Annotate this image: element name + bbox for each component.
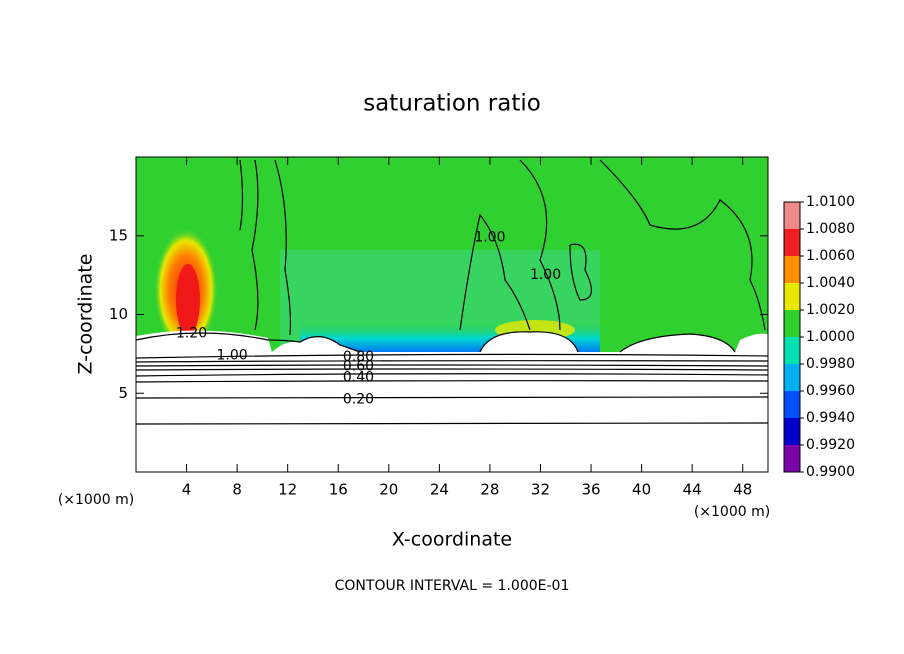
contour-label: 1.00: [474, 229, 505, 245]
x-axis-title: X-coordinate: [392, 529, 512, 551]
colorbar-band: [784, 391, 800, 418]
colorbar-tick-label: 0.9960: [806, 383, 855, 399]
x-tick-label: 48: [733, 481, 752, 499]
field: [136, 157, 768, 472]
colorbar-tick-label: 0.9940: [806, 410, 855, 426]
x-unit-label: (×1000 m): [694, 504, 770, 520]
colorbar-band: [784, 364, 800, 391]
contour-label: 1.20: [176, 325, 207, 341]
chart-title: saturation ratio: [363, 91, 541, 117]
x-tick-label: 28: [480, 481, 499, 499]
contour-label: 1.00: [530, 267, 561, 283]
colorbar-band: [784, 229, 800, 256]
x-tick-label: 4: [182, 481, 192, 499]
colorbar-tick-label: 1.0060: [806, 248, 855, 264]
colorbar-tick-label: 1.0100: [806, 194, 855, 210]
colorbar-tick-label: 0.9980: [806, 356, 855, 372]
colorbar-tick-label: 0.9920: [806, 437, 855, 453]
x-tick-label: 40: [632, 481, 651, 499]
colorbar-band: [784, 256, 800, 283]
footnote: CONTOUR INTERVAL = 1.000E-01: [335, 578, 570, 594]
x-tick-label: 36: [581, 481, 600, 499]
contour-label: 0.20: [343, 392, 374, 408]
contour-label: 0.80: [343, 349, 374, 365]
x-tick-label: 32: [531, 481, 550, 499]
colorbar-tick-label: 1.0020: [806, 302, 855, 318]
colorbar-band: [784, 283, 800, 310]
contour-label: 0.40: [343, 370, 374, 386]
colorbar-tick-label: 1.0000: [806, 329, 855, 345]
x-unit-label: (×1000 m): [58, 492, 134, 508]
x-tick-label: 12: [278, 481, 297, 499]
colorbar-band: [784, 418, 800, 445]
y-tick-label: 15: [109, 226, 128, 244]
colorbar-band: [784, 445, 800, 472]
colorbar-band: [784, 310, 800, 337]
y-tick-label: 5: [118, 384, 128, 402]
x-tick-label: 24: [430, 481, 449, 499]
contour-label: 1.00: [216, 347, 247, 363]
colorbar-band: [784, 337, 800, 364]
x-tick-label: 16: [329, 481, 348, 499]
y-tick-label: 10: [109, 305, 128, 323]
x-tick-label: 8: [232, 481, 242, 499]
x-tick-label: 20: [379, 481, 398, 499]
y-axis-title: Z-coordinate: [75, 254, 97, 375]
colorbar-tick-label: 0.9900: [806, 464, 855, 480]
colorbar-tick-label: 1.0040: [806, 275, 855, 291]
contour-label: 0.60: [343, 358, 374, 374]
x-tick-label: 44: [683, 481, 702, 499]
colorbar-tick-label: 1.0080: [806, 221, 855, 237]
colorbar-band: [784, 202, 800, 229]
